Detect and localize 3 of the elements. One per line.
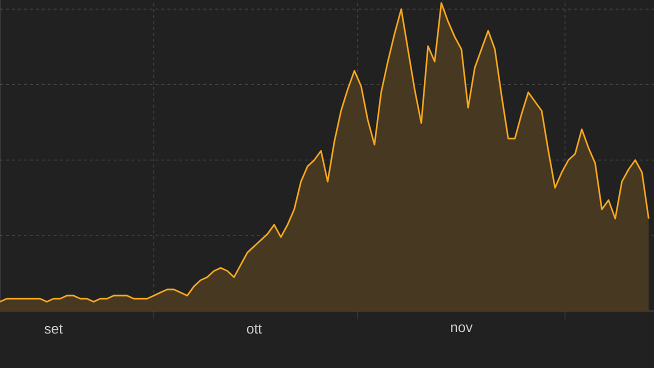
x-tick-label: ott (246, 324, 262, 334)
x-tick-label: nov (451, 324, 473, 332)
x-tick-label: set (44, 324, 63, 334)
